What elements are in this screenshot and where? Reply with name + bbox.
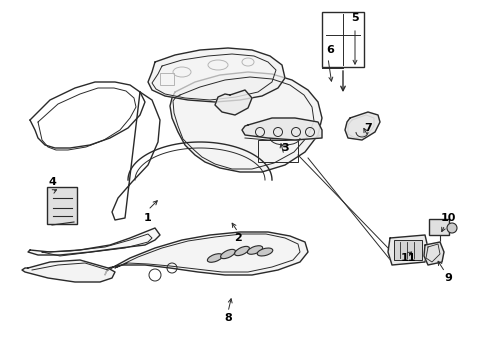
FancyBboxPatch shape	[47, 187, 77, 224]
Bar	[322, 12, 364, 67]
Polygon shape	[215, 90, 252, 115]
Ellipse shape	[207, 254, 222, 262]
Ellipse shape	[235, 246, 249, 256]
Polygon shape	[22, 260, 115, 282]
Bar	[394, 240, 422, 260]
Text: 6: 6	[326, 45, 334, 55]
Polygon shape	[105, 232, 308, 275]
Text: 7: 7	[364, 123, 372, 133]
Text: 4: 4	[48, 177, 56, 187]
Ellipse shape	[220, 249, 235, 258]
Text: 2: 2	[234, 233, 242, 243]
Bar	[160, 73, 174, 85]
Text: 11: 11	[400, 253, 416, 263]
Polygon shape	[148, 48, 285, 102]
Ellipse shape	[247, 246, 263, 254]
Text: 1: 1	[144, 213, 152, 223]
FancyBboxPatch shape	[429, 219, 449, 235]
Text: 3: 3	[281, 143, 289, 153]
Circle shape	[447, 223, 457, 233]
Text: 5: 5	[351, 13, 359, 23]
Text: 10: 10	[441, 213, 456, 223]
Polygon shape	[242, 118, 322, 140]
Ellipse shape	[257, 248, 273, 256]
Polygon shape	[170, 72, 322, 172]
Bar	[258, 140, 298, 162]
Polygon shape	[28, 228, 160, 255]
Polygon shape	[388, 235, 428, 265]
Polygon shape	[345, 112, 380, 140]
Polygon shape	[424, 242, 444, 265]
Text: 8: 8	[224, 313, 232, 323]
Text: 9: 9	[444, 273, 452, 283]
